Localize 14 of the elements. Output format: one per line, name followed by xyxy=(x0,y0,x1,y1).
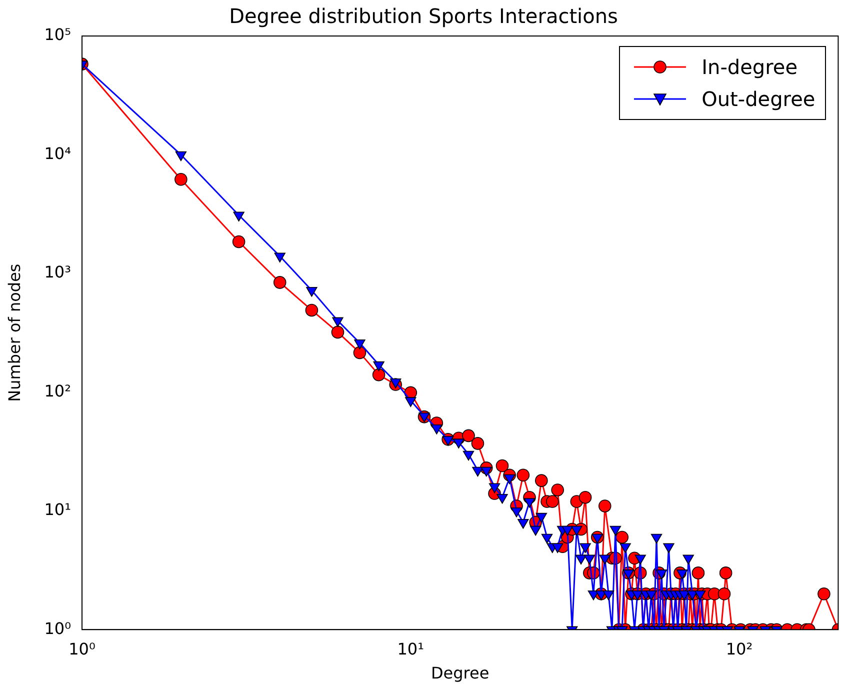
y-tick-label: 10⁴ xyxy=(44,144,71,163)
x-tick-label: 10¹ xyxy=(397,639,424,658)
chart-title: Degree distribution Sports Interactions xyxy=(229,4,618,28)
x-tick-label: 10⁰ xyxy=(68,639,96,658)
y-tick-label: 10⁰ xyxy=(44,618,71,638)
x-tick-label: 10² xyxy=(726,639,753,658)
y-axis-title: Number of nodes xyxy=(4,264,24,402)
y-tick-label: 10² xyxy=(44,381,71,400)
y-tick-label: 10¹ xyxy=(44,500,71,520)
x-axis-title: Degree xyxy=(430,664,490,683)
y-tick-label: 10³ xyxy=(44,262,71,282)
legend-label: Out-degree xyxy=(702,86,816,113)
legend-label: In-degree xyxy=(702,54,798,81)
y-tick-label: 10⁵ xyxy=(44,25,71,44)
